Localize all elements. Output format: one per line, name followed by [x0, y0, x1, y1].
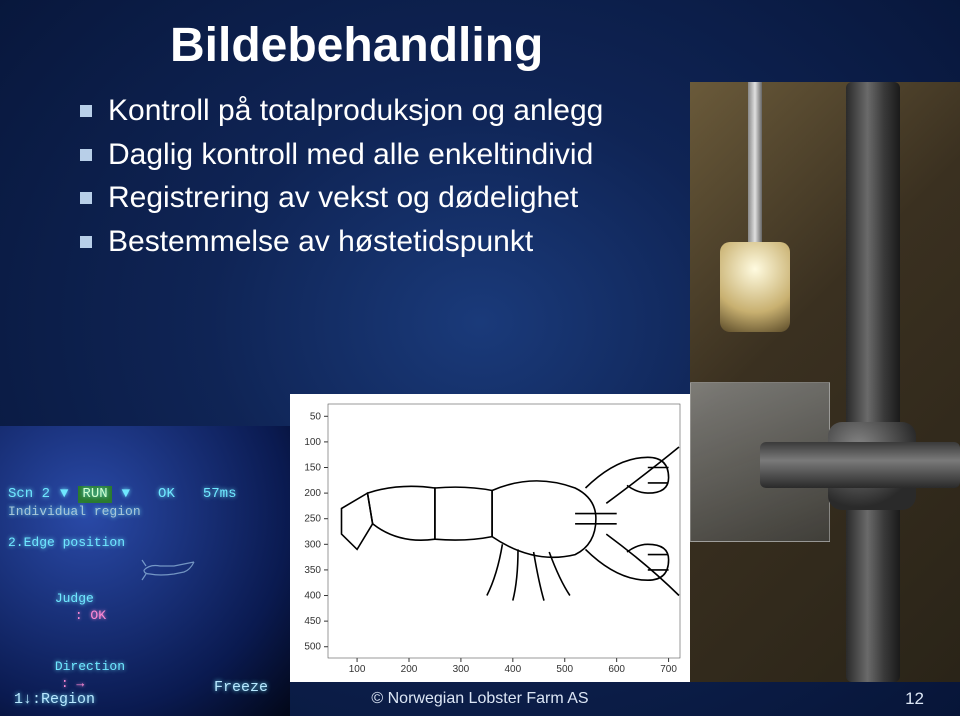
- mv-judge-label: Judge: [55, 591, 94, 606]
- svg-text:100: 100: [349, 664, 366, 675]
- list-item: Daglig kontroll med alle enkeltindivid: [80, 136, 603, 174]
- equipment-photo: [690, 82, 960, 682]
- mv-ok: OK: [158, 486, 175, 503]
- svg-text:500: 500: [304, 642, 321, 653]
- mv-individual-region: Individual region: [8, 503, 282, 520]
- copyright-text: © Norwegian Lobster Farm AS: [371, 690, 588, 708]
- svg-text:350: 350: [304, 565, 321, 576]
- svg-text:300: 300: [304, 539, 321, 550]
- svg-text:400: 400: [304, 591, 321, 602]
- photo-pipe-horizontal: [760, 442, 960, 488]
- svg-text:300: 300: [453, 664, 470, 675]
- mv-judge-value: : OK: [75, 608, 106, 623]
- svg-text:500: 500: [556, 664, 573, 675]
- svg-text:100: 100: [304, 437, 321, 448]
- svg-text:200: 200: [304, 488, 321, 499]
- slide-footer: © Norwegian Lobster Farm AS 12: [0, 682, 960, 716]
- list-item: Bestemmelse av høstetidspunkt: [80, 223, 603, 261]
- machine-vision-monitor: Scn 2 ▼ RUN ▼ OK 57ms Individual region …: [0, 426, 290, 716]
- list-item: Registrering av vekst og dødelighet: [80, 179, 603, 217]
- photo-pipe-vertical: [846, 82, 900, 682]
- svg-text:150: 150: [304, 463, 321, 474]
- photo-shaft: [748, 82, 762, 252]
- svg-text:250: 250: [304, 514, 321, 525]
- mv-edge-position: 2.Edge position: [8, 534, 282, 551]
- svg-text:600: 600: [608, 664, 625, 675]
- mv-ms: 57ms: [203, 486, 237, 503]
- svg-text:400: 400: [504, 664, 521, 675]
- mv-lobster-thumb-icon: [140, 556, 200, 584]
- slide-title: Bildebehandling: [170, 18, 543, 73]
- mv-run-status: RUN: [78, 486, 111, 503]
- lobster-outline-chart: 50 100 150 200 250 300 350 400 450 500 100 200 300 4…: [290, 394, 690, 682]
- bullet-list: Kontroll på totalproduksjon og anlegg Da…: [80, 92, 603, 266]
- page-number: 12: [905, 689, 924, 709]
- svg-text:200: 200: [401, 664, 418, 675]
- svg-text:700: 700: [660, 664, 677, 675]
- mv-scn-label: Scn 2: [8, 486, 50, 503]
- mv-direction-label: Direction: [55, 659, 125, 674]
- svg-text:50: 50: [310, 411, 322, 422]
- list-item: Kontroll på totalproduksjon og anlegg: [80, 92, 603, 130]
- photo-lamp: [720, 242, 790, 332]
- svg-text:450: 450: [304, 616, 321, 627]
